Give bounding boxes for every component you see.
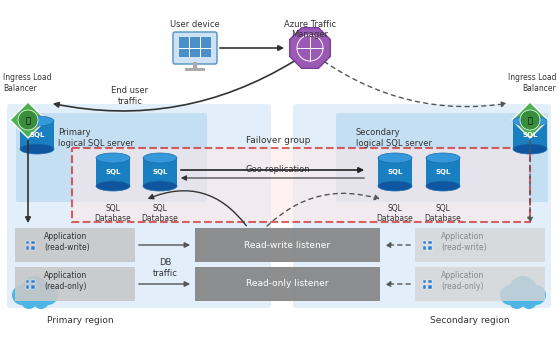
Bar [195, 228, 380, 262]
Text: Geo-replication: Geo-replication [246, 166, 310, 174]
Ellipse shape [513, 144, 547, 154]
Circle shape [18, 110, 38, 130]
Bar [20, 121, 54, 149]
Text: User device: User device [170, 20, 220, 29]
Text: Application
(read-only): Application (read-only) [441, 271, 484, 291]
Polygon shape [512, 102, 548, 138]
Text: Application
(read-write): Application (read-write) [44, 232, 90, 252]
Ellipse shape [143, 153, 177, 163]
Ellipse shape [426, 153, 460, 163]
Bar [378, 158, 412, 186]
FancyBboxPatch shape [16, 113, 207, 202]
Bar [72, 148, 530, 222]
Bar [26, 280, 29, 283]
Text: SQL: SQL [30, 132, 45, 138]
Circle shape [500, 285, 520, 305]
FancyBboxPatch shape [7, 104, 271, 308]
Text: 🔑: 🔑 [527, 117, 532, 125]
Bar [179, 37, 211, 57]
FancyBboxPatch shape [293, 104, 551, 308]
Text: Ingress Load
Balancer: Ingress Load Balancer [3, 73, 51, 93]
Ellipse shape [20, 144, 54, 154]
Bar [31, 280, 35, 283]
Bar [428, 246, 431, 249]
Text: End user
traffic: End user traffic [112, 86, 148, 106]
Text: Application
(read-write): Application (read-write) [441, 232, 487, 252]
Bar [31, 241, 35, 244]
Text: SQL: SQL [387, 169, 403, 175]
Bar [185, 68, 205, 71]
Text: Azure Traffic
Manager: Azure Traffic Manager [284, 20, 336, 40]
Ellipse shape [513, 116, 547, 126]
Ellipse shape [96, 181, 130, 191]
Bar [422, 285, 426, 289]
Bar [15, 267, 135, 301]
Polygon shape [10, 102, 46, 138]
Circle shape [521, 293, 537, 309]
Bar [26, 246, 29, 249]
Bar [26, 241, 29, 244]
Bar [96, 158, 130, 186]
Ellipse shape [378, 181, 412, 191]
Bar [26, 285, 29, 289]
Bar [513, 121, 547, 149]
Circle shape [509, 293, 525, 309]
Circle shape [509, 276, 537, 304]
Text: SQL: SQL [152, 169, 168, 175]
Text: Secondary region: Secondary region [430, 316, 510, 325]
Text: SQL: SQL [105, 169, 121, 175]
Bar [428, 280, 431, 283]
FancyBboxPatch shape [336, 113, 548, 202]
Bar [422, 246, 426, 249]
Text: Primary region: Primary region [47, 316, 113, 325]
Text: Secondary
logical SQL server: Secondary logical SQL server [356, 128, 432, 148]
Polygon shape [290, 28, 330, 68]
Circle shape [520, 110, 540, 130]
FancyBboxPatch shape [173, 32, 217, 64]
Circle shape [21, 293, 37, 309]
Ellipse shape [426, 181, 460, 191]
Text: SQL
Database: SQL Database [377, 204, 413, 223]
Bar [31, 246, 35, 249]
Circle shape [33, 293, 49, 309]
Bar [422, 241, 426, 244]
Text: SQL: SQL [522, 132, 538, 138]
Bar [195, 267, 380, 301]
Bar [415, 228, 545, 262]
Bar [415, 267, 545, 301]
Bar [426, 158, 460, 186]
Text: Read-only listener: Read-only listener [246, 280, 328, 289]
Text: Primary
logical SQL server: Primary logical SQL server [58, 128, 134, 148]
Bar [422, 280, 426, 283]
Bar [143, 158, 177, 186]
Text: SQL: SQL [435, 169, 451, 175]
Bar [428, 285, 431, 289]
Text: SQL
Database: SQL Database [142, 204, 179, 223]
Circle shape [12, 285, 32, 305]
Text: 🔑: 🔑 [26, 117, 31, 125]
Text: Read-write listener: Read-write listener [244, 241, 330, 249]
Ellipse shape [378, 153, 412, 163]
Text: Failover group: Failover group [246, 136, 310, 145]
Text: SQL
Database: SQL Database [425, 204, 461, 223]
Text: SQL
Database: SQL Database [95, 204, 131, 223]
Ellipse shape [96, 153, 130, 163]
Bar [15, 228, 135, 262]
Ellipse shape [20, 116, 54, 126]
Circle shape [21, 276, 49, 304]
Ellipse shape [143, 181, 177, 191]
Text: Ingress Load
Balancer: Ingress Load Balancer [507, 73, 556, 93]
Bar [31, 285, 35, 289]
Bar [428, 241, 431, 244]
Bar [193, 62, 197, 68]
Text: DB
traffic: DB traffic [152, 258, 177, 278]
Circle shape [526, 285, 546, 305]
Text: Application
(read-only): Application (read-only) [44, 271, 87, 291]
Circle shape [38, 285, 58, 305]
